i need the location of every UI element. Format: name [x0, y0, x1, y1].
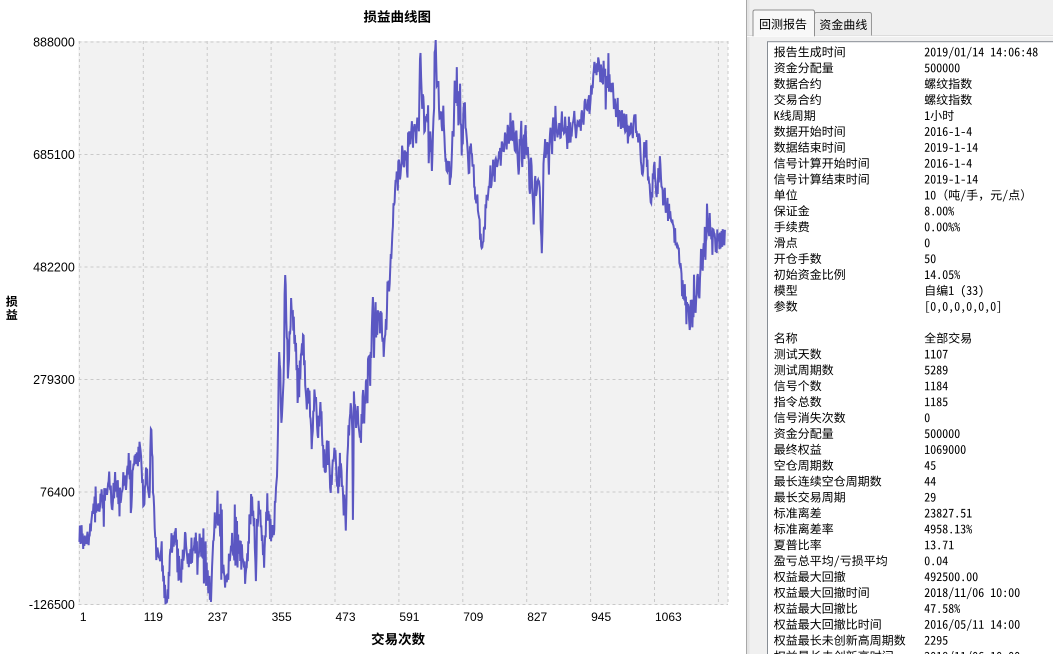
svg-text:1: 1	[80, 610, 87, 624]
svg-text:237: 237	[208, 610, 228, 624]
svg-text:119: 119	[144, 610, 163, 624]
svg-text:685100: 685100	[33, 148, 75, 162]
svg-text:709: 709	[463, 610, 483, 624]
svg-text:591: 591	[399, 610, 419, 624]
svg-text:482200: 482200	[33, 260, 75, 274]
svg-text:-126500: -126500	[29, 598, 75, 612]
svg-text:827: 827	[527, 610, 547, 624]
svg-text:1063: 1063	[655, 610, 682, 624]
svg-text:76400: 76400	[40, 485, 75, 499]
svg-text:355: 355	[272, 610, 292, 624]
svg-text:473: 473	[336, 610, 356, 624]
svg-text:279300: 279300	[33, 373, 75, 387]
svg-text:945: 945	[591, 610, 611, 624]
svg-text:888000: 888000	[33, 35, 75, 49]
